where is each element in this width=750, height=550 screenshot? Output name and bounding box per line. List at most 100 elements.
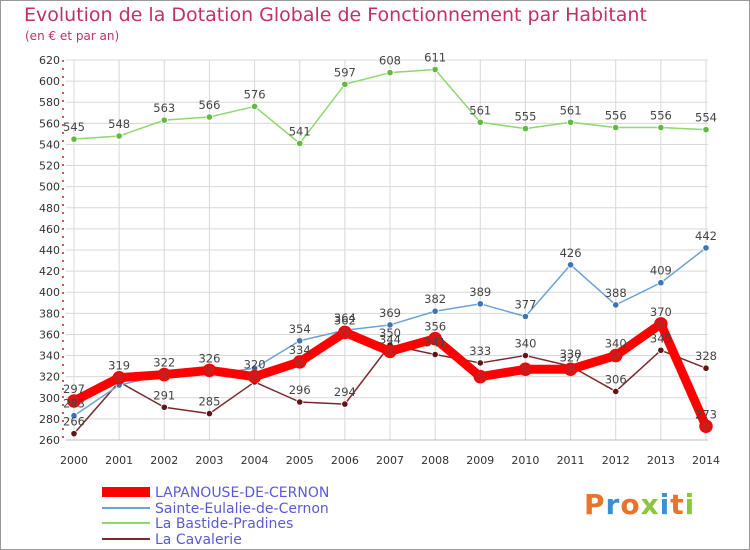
- logo-letter: o: [620, 488, 641, 521]
- data-point-la-bastide-pradines-2004: [250, 102, 259, 111]
- data-label-la-bastide-pradines-2014: 554: [695, 111, 717, 125]
- data-point-la-bastide-pradines-2011: [566, 118, 575, 126]
- data-point-la-bastide-pradines-2007: [386, 69, 394, 77]
- data-label-lapanouse-de-cernon-2006: 362: [334, 313, 356, 327]
- data-label-la-bastide-pradines-2011: 561: [560, 103, 582, 117]
- legend-label-lapanouse-de-cernon: LAPANOUSE-DE-CERNON: [155, 485, 329, 501]
- data-label-sainte-eulalie-de-cernon-2014: 442: [695, 229, 717, 243]
- y-tick-label-440: 440: [39, 244, 60, 257]
- data-label-la-bastide-pradines-2001: 548: [108, 117, 130, 131]
- data-label-lapanouse-de-cernon-2008: 356: [424, 320, 446, 334]
- x-tick-label-2012: 2012: [602, 454, 630, 467]
- data-point-lapanouse-de-cernon-2014: [699, 419, 713, 434]
- data-point-lapanouse-de-cernon-2013: [654, 317, 668, 331]
- x-tick-label-2014: 2014: [692, 454, 720, 467]
- x-tick-label-2013: 2013: [647, 454, 675, 467]
- data-point-la-cavalerie-2012: [612, 387, 620, 396]
- data-point-la-cavalerie-2009: [476, 359, 484, 367]
- x-tick-label-2001: 2001: [105, 454, 133, 467]
- data-point-la-bastide-pradines-2002: [160, 116, 168, 124]
- x-tick-label-2003: 2003: [195, 454, 223, 467]
- data-label-la-cavalerie-2003: 285: [198, 395, 220, 409]
- data-point-la-bastide-pradines-2013: [657, 123, 665, 132]
- data-point-la-bastide-pradines-2001: [115, 132, 123, 140]
- data-point-lapanouse-de-cernon-2009: [473, 369, 488, 384]
- data-label-lapanouse-de-cernon-2002: 322: [153, 356, 175, 370]
- data-label-la-cavalerie-2011: 330: [560, 347, 582, 361]
- data-label-lapanouse-de-cernon-2003: 326: [198, 351, 220, 365]
- data-point-sainte-eulalie-de-cernon-2007: [386, 321, 394, 329]
- data-point-sainte-eulalie-de-cernon-2013: [657, 279, 665, 287]
- data-label-lapanouse-de-cernon-2000: 297: [63, 382, 85, 396]
- x-tick-label-2007: 2007: [376, 454, 404, 467]
- data-point-la-bastide-pradines-2014: [702, 126, 710, 134]
- data-point-lapanouse-de-cernon-2004: [247, 369, 262, 384]
- data-point-la-cavalerie-2014: [702, 364, 710, 372]
- legend: LAPANOUSE-DE-CERNONSainte-Eulalie-de-Cer…: [102, 485, 329, 548]
- legend-label-la-cavalerie: La Cavalerie: [155, 532, 242, 548]
- data-label-la-bastide-pradines-2010: 555: [514, 110, 536, 124]
- data-point-lapanouse-de-cernon-2010: [518, 362, 533, 377]
- data-point-lapanouse-de-cernon-2007: [383, 344, 397, 359]
- data-label-sainte-eulalie-de-cernon-2006: 364: [334, 311, 356, 325]
- x-tick-label-2008: 2008: [421, 454, 449, 467]
- data-label-sainte-eulalie-de-cernon-2008: 382: [424, 292, 446, 306]
- data-label-la-cavalerie-2010: 340: [514, 337, 536, 351]
- data-point-lapanouse-de-cernon-2002: [157, 367, 172, 382]
- logo-letter: r: [605, 488, 621, 521]
- data-label-la-bastide-pradines-2008: 611: [424, 51, 446, 65]
- data-label-lapanouse-de-cernon-2012: 340: [605, 337, 627, 351]
- x-tick-label-2002: 2002: [150, 454, 178, 467]
- data-label-la-cavalerie-2005: 296: [289, 383, 311, 397]
- data-label-la-bastide-pradines-2003: 566: [198, 98, 220, 112]
- y-tick-label-500: 500: [39, 181, 60, 194]
- y-tick-label-560: 560: [39, 117, 60, 130]
- data-label-la-bastide-pradines-2004: 576: [244, 87, 266, 101]
- y-tick-label-460: 460: [39, 223, 60, 236]
- data-label-la-cavalerie-2014: 328: [695, 349, 717, 363]
- data-point-lapanouse-de-cernon-2008: [428, 331, 442, 346]
- data-label-lapanouse-de-cernon-2011: 327: [560, 350, 582, 364]
- data-label-la-cavalerie-2012: 306: [605, 372, 627, 386]
- logo-letter: t: [670, 488, 685, 521]
- data-label-sainte-eulalie-de-cernon-2013: 409: [650, 264, 672, 278]
- data-label-la-cavalerie-2009: 333: [469, 344, 491, 358]
- data-label-sainte-eulalie-de-cernon-2005: 354: [289, 322, 311, 336]
- y-tick-label-420: 420: [39, 265, 60, 278]
- data-point-lapanouse-de-cernon-2001: [112, 370, 126, 385]
- data-point-la-cavalerie-2000: [70, 430, 78, 438]
- data-point-sainte-eulalie-de-cernon-2010: [521, 312, 530, 321]
- logo-letter: i: [684, 488, 696, 521]
- data-label-lapanouse-de-cernon-2005: 334: [289, 343, 311, 357]
- data-point-la-bastide-pradines-2006: [341, 80, 349, 88]
- x-tick-label-2006: 2006: [331, 454, 359, 467]
- data-point-la-cavalerie-2008: [431, 350, 439, 359]
- legend-label-sainte-eulalie-de-cernon: Sainte-Eulalie-de-Cernon: [155, 501, 329, 517]
- data-point-sainte-eulalie-de-cernon-2012: [612, 301, 620, 309]
- data-point-la-bastide-pradines-2008: [431, 65, 439, 74]
- data-label-la-cavalerie-2007: 350: [379, 326, 401, 340]
- y-tick-label-540: 540: [39, 138, 60, 151]
- data-label-sainte-eulalie-de-cernon-2010: 377: [514, 298, 536, 312]
- y-tick-label-320: 320: [39, 371, 60, 384]
- data-point-la-bastide-pradines-2010: [521, 125, 530, 133]
- data-label-la-bastide-pradines-2007: 608: [379, 54, 401, 68]
- data-point-sainte-eulalie-de-cernon-2000: [70, 412, 78, 420]
- data-label-la-bastide-pradines-2013: 556: [650, 109, 672, 123]
- data-point-la-bastide-pradines-2003: [205, 113, 214, 121]
- data-point-lapanouse-de-cernon-2012: [608, 348, 623, 363]
- data-label-lapanouse-de-cernon-2007: 344: [379, 332, 401, 346]
- data-point-sainte-eulalie-de-cernon-2014: [702, 244, 710, 252]
- proxiti-logo: Proxiti: [584, 488, 695, 521]
- data-point-sainte-eulalie-de-cernon-2011: [566, 261, 575, 269]
- data-point-lapanouse-de-cernon-2003: [202, 363, 217, 378]
- data-label-la-bastide-pradines-2006: 597: [334, 65, 356, 79]
- logo-letter: i: [659, 488, 671, 521]
- data-label-la-cavalerie-2002: 291: [153, 388, 175, 402]
- data-label-lapanouse-de-cernon-2001: 319: [108, 359, 130, 373]
- data-label-lapanouse-de-cernon-2013: 370: [650, 305, 672, 319]
- logo-letter: x: [640, 488, 660, 521]
- data-point-la-cavalerie-2003: [205, 410, 214, 418]
